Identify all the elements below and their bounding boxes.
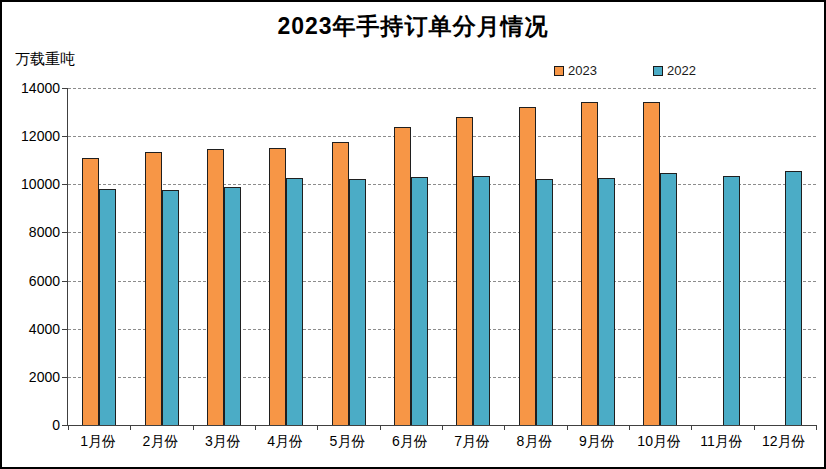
x-axis-tick-mark bbox=[691, 425, 692, 430]
bar-2022-10月份 bbox=[660, 173, 677, 425]
y-axis-tick-label: 4000 bbox=[8, 321, 60, 337]
x-axis-label-12月份: 12月份 bbox=[752, 433, 816, 451]
bar-2022-6月份 bbox=[411, 177, 428, 425]
y-axis-tick-label: 10000 bbox=[8, 176, 60, 192]
legend: 2023 2022 bbox=[2, 63, 824, 81]
gridline-12000 bbox=[68, 136, 816, 137]
legend-swatch-2023-icon bbox=[554, 66, 564, 76]
bar-2023-9月份 bbox=[581, 102, 598, 425]
y-axis-tick-label: 8000 bbox=[8, 224, 60, 240]
y-axis-tick-mark bbox=[62, 329, 67, 330]
x-axis-label-4月份: 4月份 bbox=[253, 433, 317, 451]
bar-2022-12月份 bbox=[785, 171, 802, 425]
y-axis-tick-mark bbox=[62, 377, 67, 378]
x-axis-tick-mark bbox=[130, 425, 131, 430]
bar-2022-2月份 bbox=[162, 190, 179, 425]
bar-2023-3月份 bbox=[207, 149, 224, 425]
x-axis-label-2月份: 2月份 bbox=[129, 433, 193, 451]
x-axis-label-3月份: 3月份 bbox=[191, 433, 255, 451]
legend-entry-2023: 2023 bbox=[554, 63, 597, 78]
x-axis-tick-mark bbox=[816, 425, 817, 430]
gridline-8000 bbox=[68, 232, 816, 233]
bar-2023-4月份 bbox=[269, 148, 286, 425]
legend-swatch-2022-icon bbox=[653, 66, 663, 76]
y-axis-tick-mark bbox=[62, 232, 67, 233]
y-axis-tick-mark bbox=[62, 425, 67, 426]
x-axis-label-7月份: 7月份 bbox=[440, 433, 504, 451]
x-axis-tick-mark bbox=[317, 425, 318, 430]
y-axis-tick-label: 0 bbox=[8, 417, 60, 433]
bar-2022-4月份 bbox=[286, 178, 303, 425]
x-axis-label-11月份: 11月份 bbox=[690, 433, 754, 451]
bar-2023-2月份 bbox=[145, 152, 162, 425]
bar-2022-5月份 bbox=[349, 179, 366, 425]
gridline-6000 bbox=[68, 281, 816, 282]
legend-entry-2022: 2022 bbox=[653, 63, 696, 78]
bar-2023-10月份 bbox=[643, 102, 660, 425]
x-axis-label-10月份: 10月份 bbox=[627, 433, 691, 451]
x-axis-tick-mark bbox=[193, 425, 194, 430]
y-axis-tick-mark bbox=[62, 184, 67, 185]
x-axis-label-8月份: 8月份 bbox=[503, 433, 567, 451]
y-axis-tick-label: 6000 bbox=[8, 273, 60, 289]
gridline-2000 bbox=[68, 377, 816, 378]
bar-2023-8月份 bbox=[519, 107, 536, 425]
y-axis-tick-label: 2000 bbox=[8, 369, 60, 385]
bar-2023-1月份 bbox=[82, 158, 99, 425]
x-axis-label-1月份: 1月份 bbox=[66, 433, 130, 451]
bar-2023-7月份 bbox=[456, 117, 473, 425]
legend-label-2023: 2023 bbox=[568, 63, 597, 78]
gridline-14000 bbox=[68, 88, 816, 89]
x-axis-tick-mark bbox=[754, 425, 755, 430]
x-axis-tick-mark bbox=[255, 425, 256, 430]
plot-area bbox=[67, 88, 816, 426]
bar-2022-9月份 bbox=[598, 178, 615, 425]
x-axis-tick-mark bbox=[68, 425, 69, 430]
y-axis-tick-mark bbox=[62, 136, 67, 137]
bar-2023-6月份 bbox=[394, 127, 411, 425]
bar-chart: 2023年手持订单分月情况 万载重吨 2023 2022 02000400060… bbox=[0, 0, 826, 469]
bar-2022-7月份 bbox=[473, 176, 490, 425]
gridline-4000 bbox=[68, 329, 816, 330]
gridline-10000 bbox=[68, 184, 816, 185]
x-axis-label-5月份: 5月份 bbox=[316, 433, 380, 451]
x-axis-tick-mark bbox=[442, 425, 443, 430]
legend-label-2022: 2022 bbox=[667, 63, 696, 78]
bar-2022-11月份 bbox=[723, 176, 740, 425]
y-axis-tick-mark bbox=[62, 88, 67, 89]
y-axis-tick-label: 12000 bbox=[8, 128, 60, 144]
bar-2022-8月份 bbox=[536, 179, 553, 425]
chart-title: 2023年手持订单分月情况 bbox=[2, 11, 824, 42]
x-axis-tick-mark bbox=[380, 425, 381, 430]
y-axis-tick-label: 14000 bbox=[8, 80, 60, 96]
x-axis-tick-mark bbox=[504, 425, 505, 430]
x-axis-tick-mark bbox=[567, 425, 568, 430]
bar-2023-5月份 bbox=[332, 142, 349, 425]
bar-2022-3月份 bbox=[224, 187, 241, 425]
y-axis-tick-mark bbox=[62, 281, 67, 282]
x-axis-tick-mark bbox=[629, 425, 630, 430]
x-axis-label-6月份: 6月份 bbox=[378, 433, 442, 451]
x-axis-label-9月份: 9月份 bbox=[565, 433, 629, 451]
bar-2022-1月份 bbox=[99, 189, 116, 425]
